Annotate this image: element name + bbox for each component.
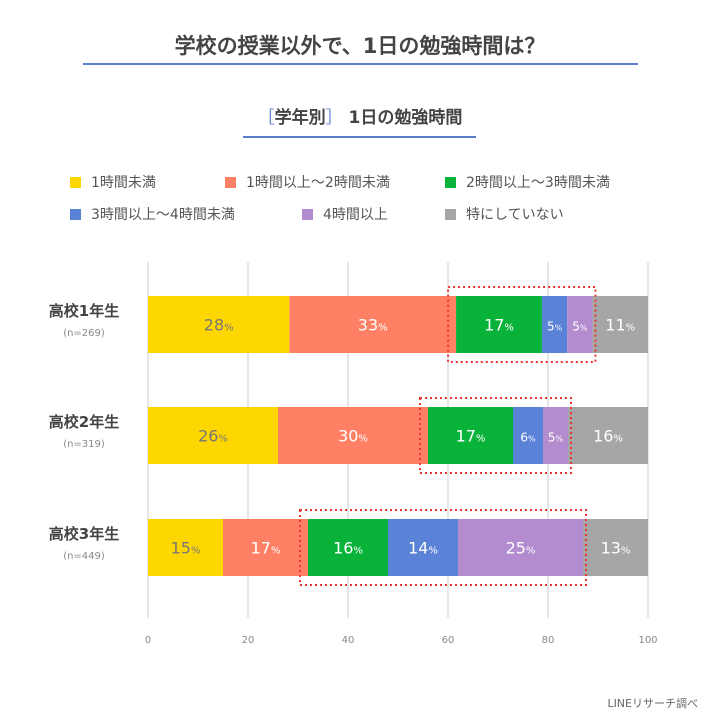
bar-segment: [278, 407, 428, 464]
data-label: 5%: [547, 320, 563, 334]
highlight-box: [447, 286, 597, 363]
chart-subtitle: ［学年別］ 1日の勉強時間: [0, 103, 720, 128]
legend-item: 1時間未満: [70, 172, 156, 192]
bar-segment: [289, 296, 457, 353]
page-title: 学校の授業以外で、1日の勉強時間は？: [174, 34, 546, 58]
legend-swatch: [445, 208, 456, 220]
sample-size-label: (n=319): [63, 439, 105, 450]
x-tick-label: 0: [145, 635, 151, 646]
bar-segment: [428, 407, 513, 464]
legend-item: 特にしていない: [445, 204, 564, 224]
data-label: 5%: [548, 431, 564, 445]
bracket-open: ［: [257, 108, 275, 128]
data-label: 6%: [520, 431, 536, 445]
bar-segment: [592, 296, 648, 353]
bar-segment: [567, 296, 593, 353]
bar-segment: [308, 519, 388, 576]
bar-segment: [458, 519, 583, 576]
legend-label: 2時間以上～3時間未満: [466, 175, 610, 191]
bar-segment: [541, 296, 568, 353]
legend-swatch: [225, 176, 236, 188]
bar-segment: [148, 407, 278, 464]
legend-swatch: [445, 176, 456, 188]
category-label: 高校3年生: [49, 525, 119, 543]
bar-segment: [513, 407, 543, 464]
x-tick-label: 100: [638, 635, 657, 646]
legend-label: 特にしていない: [466, 207, 564, 223]
highlight-box: [419, 397, 572, 474]
legend-item: 1時間以上～2時間未満: [225, 172, 390, 192]
legend-item: 2時間以上～3時間未満: [445, 172, 610, 192]
category-label: 高校2年生: [49, 413, 119, 431]
bar-segment: [456, 296, 542, 353]
sample-size-label: (n=449): [63, 551, 105, 562]
bar-segment: [583, 519, 648, 576]
bar-segment: [223, 519, 308, 576]
bracket-close: ］: [325, 108, 343, 128]
subtitle-underline: [243, 136, 476, 138]
subtitle-group: 学年別: [274, 108, 326, 128]
legend-item: 4時間以上: [302, 204, 388, 224]
x-tick-label: 40: [342, 635, 355, 646]
category-label: 高校1年生: [49, 302, 119, 320]
source-credit: LINEリサーチ調べ: [607, 697, 698, 710]
legend-label: 1時間以上～2時間未満: [246, 175, 390, 191]
legend-swatch: [302, 208, 313, 220]
legend-item: 3時間以上～4時間未満: [70, 204, 235, 224]
bar-segment: [148, 519, 223, 576]
subtitle-text: 1日の勉強時間: [348, 108, 463, 128]
title-underline: [83, 63, 638, 65]
sample-size-label: (n=269): [63, 328, 105, 339]
x-tick-label: 20: [242, 635, 255, 646]
bar-segment: [388, 519, 458, 576]
legend: 1時間未満 1時間以上～2時間未満 2時間以上～3時間未満 3時間以上～4時間未満 4時…: [70, 172, 670, 232]
legend-label: 1時間未満: [91, 175, 156, 191]
x-tick-label: 80: [542, 635, 555, 646]
x-tick-label: 60: [442, 635, 455, 646]
legend-label: 4時間以上: [323, 207, 388, 223]
legend-swatch: [70, 208, 81, 220]
bar-segment: [148, 296, 290, 353]
legend-swatch: [70, 176, 81, 188]
bar-segment: [568, 407, 648, 464]
bar-segment: [543, 407, 568, 464]
data-label: 5%: [572, 320, 588, 334]
legend-label: 3時間以上～4時間未満: [91, 207, 235, 223]
